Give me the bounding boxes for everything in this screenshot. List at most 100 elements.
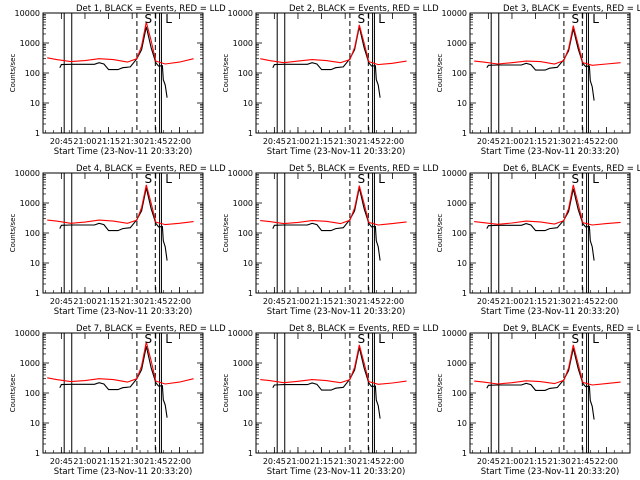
x-tick-label: 22:00 bbox=[595, 297, 618, 306]
y-tick-label: 1 bbox=[248, 449, 253, 458]
x-tick-label: 20:45 bbox=[477, 137, 500, 146]
x-tick-label: 21:45 bbox=[144, 457, 167, 466]
y-tick-label: 10 bbox=[457, 259, 467, 268]
x-tick-label: 21:45 bbox=[144, 137, 167, 146]
y-tick-label: 1000 bbox=[447, 199, 467, 208]
plot-frame bbox=[42, 12, 204, 134]
flare-label-l: L bbox=[592, 332, 599, 346]
y-tick-label: 100 bbox=[238, 69, 253, 78]
flare-label-s: S bbox=[144, 332, 152, 346]
series-line-events bbox=[272, 26, 381, 98]
x-tick-label: 22:00 bbox=[381, 297, 404, 306]
x-tick-label: 20:45 bbox=[50, 297, 73, 306]
flare-label-s: S bbox=[571, 12, 579, 26]
y-axis-label: Counts/sec bbox=[436, 54, 444, 93]
y-tick-label: 1 bbox=[462, 449, 467, 458]
y-tick-label: 10 bbox=[457, 419, 467, 428]
chart-title: Det 6, BLACK = Events, RED = LLD bbox=[503, 164, 640, 174]
y-tick-label: 1 bbox=[248, 289, 253, 298]
y-tick-label: 100 bbox=[238, 229, 253, 238]
x-tick-label: 21:15 bbox=[310, 297, 333, 306]
x-tick-label: 21:30 bbox=[121, 457, 144, 466]
x-tick-label: 21:00 bbox=[286, 457, 309, 466]
y-tick-label: 10 bbox=[243, 259, 253, 268]
flare-label-s: S bbox=[357, 332, 365, 346]
flare-label-l: L bbox=[165, 172, 172, 186]
series-line-lld bbox=[260, 24, 407, 66]
x-axis-label: Start Time (23-Nov-11 20:33:20) bbox=[481, 147, 620, 157]
y-tick-label: 100 bbox=[25, 229, 40, 238]
x-tick-label: 20:45 bbox=[263, 297, 286, 306]
series-line-lld bbox=[474, 344, 621, 386]
flare-label-l: L bbox=[378, 12, 385, 26]
x-axis-label: Start Time (23-Nov-11 20:33:20) bbox=[267, 467, 406, 477]
x-tick-label: 21:30 bbox=[121, 137, 144, 146]
y-tick-label: 1000 bbox=[447, 359, 467, 368]
plot-frame bbox=[469, 12, 631, 134]
x-tick-label: 21:00 bbox=[500, 457, 523, 466]
x-tick-label: 21:00 bbox=[73, 457, 96, 466]
x-tick-label: 21:30 bbox=[334, 297, 357, 306]
y-tick-label: 1000 bbox=[20, 39, 40, 48]
chart-title: Det 5, BLACK = Events, RED = LLD bbox=[289, 164, 439, 174]
x-axis-label: Start Time (23-Nov-11 20:33:20) bbox=[54, 307, 193, 317]
y-tick-label: 10 bbox=[243, 99, 253, 108]
x-tick-label: 22:00 bbox=[168, 297, 191, 306]
x-tick-label: 22:00 bbox=[595, 457, 618, 466]
series-line-lld bbox=[474, 184, 621, 226]
series-group bbox=[47, 184, 194, 261]
y-tick-label: 1000 bbox=[233, 39, 253, 48]
flare-label-l: L bbox=[592, 12, 599, 26]
y-tick-label: 1 bbox=[462, 129, 467, 138]
flare-label-l: L bbox=[165, 332, 172, 346]
flare-label-l: L bbox=[165, 12, 172, 26]
y-tick-label: 1000 bbox=[20, 199, 40, 208]
chart-panel: 1 10 100 1000 10000 20:45 21:00 21:15 21:30 21:45… bbox=[222, 4, 439, 157]
y-tick-label: 10000 bbox=[442, 169, 467, 178]
y-tick-label: 100 bbox=[452, 229, 467, 238]
y-tick-label: 10000 bbox=[15, 9, 40, 18]
y-tick-label: 100 bbox=[25, 389, 40, 398]
x-tick-label: 21:30 bbox=[548, 457, 571, 466]
plot-frame bbox=[42, 172, 204, 294]
y-tick-label: 1 bbox=[35, 129, 40, 138]
flare-label-s: S bbox=[357, 172, 365, 186]
x-tick-label: 21:15 bbox=[310, 137, 333, 146]
series-group bbox=[474, 25, 621, 101]
chart-title: Det 3, BLACK = Events, RED = LLD bbox=[503, 4, 640, 14]
x-tick-label: 21:45 bbox=[357, 457, 380, 466]
y-tick-label: 1 bbox=[35, 289, 40, 298]
series-group bbox=[260, 185, 407, 261]
x-tick-label: 21:15 bbox=[524, 297, 547, 306]
y-axis-label: Counts/sec bbox=[9, 214, 17, 253]
series-line-lld bbox=[47, 184, 194, 226]
flare-label-s: S bbox=[357, 12, 365, 26]
x-tick-label: 21:30 bbox=[548, 137, 571, 146]
y-axis-label: Counts/sec bbox=[436, 214, 444, 253]
x-axis-label: Start Time (23-Nov-11 20:33:20) bbox=[481, 467, 620, 477]
x-axis-label: Start Time (23-Nov-11 20:33:20) bbox=[54, 467, 193, 477]
plot-frame bbox=[469, 172, 631, 294]
flare-label-s: S bbox=[571, 172, 579, 186]
y-tick-label: 1 bbox=[462, 289, 467, 298]
y-tick-label: 10 bbox=[243, 419, 253, 428]
x-tick-label: 22:00 bbox=[168, 457, 191, 466]
x-tick-label: 20:45 bbox=[263, 137, 286, 146]
x-tick-label: 22:00 bbox=[381, 457, 404, 466]
series-line-events bbox=[59, 187, 168, 261]
x-tick-label: 21:45 bbox=[571, 137, 594, 146]
x-tick-label: 20:45 bbox=[50, 137, 73, 146]
plot-frame bbox=[255, 12, 417, 134]
y-axis-label: Counts/sec bbox=[222, 54, 230, 93]
series-line-events bbox=[59, 26, 168, 98]
x-tick-label: 21:45 bbox=[144, 297, 167, 306]
y-tick-label: 10000 bbox=[228, 169, 253, 178]
chart-title: Det 1, BLACK = Events, RED = LLD bbox=[76, 4, 226, 14]
x-tick-label: 21:45 bbox=[571, 297, 594, 306]
x-axis-label: Start Time (23-Nov-11 20:33:20) bbox=[267, 307, 406, 317]
series-line-lld bbox=[474, 25, 621, 66]
series-group bbox=[260, 24, 407, 98]
chart-panel: 1 10 100 1000 10000 20:45 21:00 21:15 21:30 21:45… bbox=[9, 164, 226, 317]
y-tick-label: 1 bbox=[248, 129, 253, 138]
